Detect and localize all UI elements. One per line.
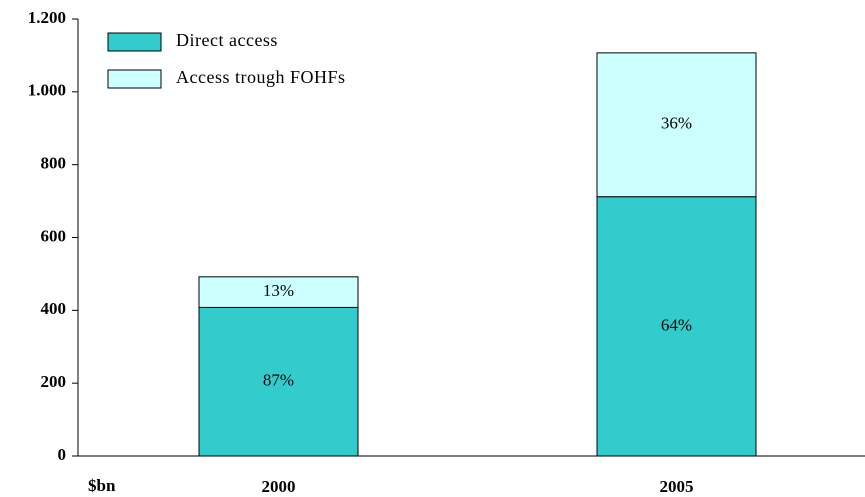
legend-swatch: [107, 69, 162, 89]
share-label: 36%: [661, 114, 692, 133]
share-label: 64%: [661, 315, 692, 334]
y-tick-label: 800: [41, 154, 67, 173]
y-tick-label: 600: [41, 226, 67, 245]
y-tick-label: 1.200: [28, 8, 66, 27]
y-axis-label: $bn: [88, 476, 116, 495]
legend-label: Access trough FOHFs: [176, 67, 346, 87]
y-tick-label: 1.000: [28, 81, 66, 100]
legend-swatch: [107, 32, 162, 52]
legend-label: Direct access: [176, 30, 278, 50]
y-tick-label: 0: [58, 445, 67, 464]
x-tick-label: 2000: [262, 477, 296, 496]
share-label: 13%: [263, 281, 294, 300]
y-tick-label: 200: [41, 372, 67, 391]
bar-segment: [596, 196, 757, 457]
y-tick-label: 400: [41, 299, 67, 318]
x-tick-label: 2005: [660, 477, 694, 496]
bar-segment: [198, 276, 359, 308]
bar-segment: [198, 306, 359, 457]
bar-segment: [596, 52, 757, 198]
share-label: 87%: [263, 371, 294, 390]
